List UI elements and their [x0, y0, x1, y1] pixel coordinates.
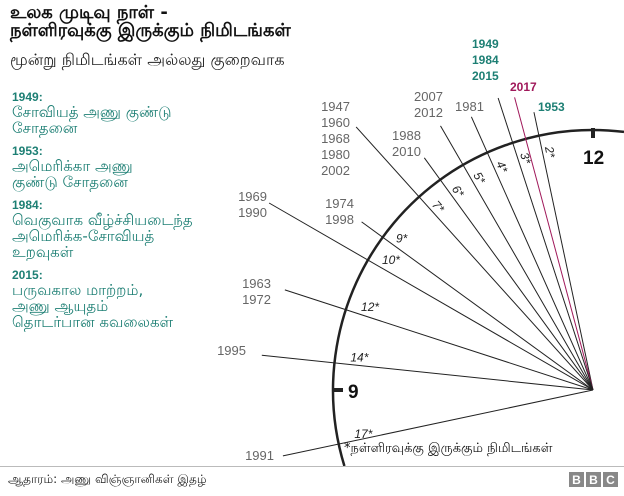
- year-label-1968: 1968: [321, 131, 350, 146]
- note-text: பருவகால மாற்றம், அணு ஆயுதம் தொடர்பான கவல…: [12, 281, 174, 331]
- year-label-1949: 1949: [472, 37, 499, 51]
- clock-line-7-min: [355, 126, 594, 391]
- clock-line-10-min: [268, 202, 594, 391]
- year-label-2002: 2002: [321, 163, 350, 178]
- minute-label: 12*: [361, 300, 379, 314]
- tick-12: [591, 128, 595, 138]
- minute-label: 2*: [542, 144, 558, 159]
- note-year: 1953:: [12, 144, 43, 158]
- year-label-2012: 2012: [414, 105, 443, 120]
- minute-label: 5*: [470, 169, 488, 186]
- minute-label: 7*: [429, 198, 447, 216]
- clock-line-5-min: [440, 125, 594, 391]
- subtitle: மூன்று நிமிடங்கள் அல்லது குறைவாக: [10, 50, 285, 69]
- year-label-1980: 1980: [321, 147, 350, 162]
- bbc-logo-c: C: [603, 472, 618, 487]
- year-label-2015: 2015: [472, 69, 499, 83]
- year-label-1988: 1988: [392, 128, 421, 143]
- year-label-1972: 1972: [242, 292, 271, 307]
- year-label-1953: 1953: [538, 100, 565, 114]
- clock-line-14-min: [261, 354, 594, 391]
- note-1949: 1949: சோவியத் அணு குண்டு சோதனை: [12, 90, 227, 136]
- year-label-1969: 1969: [238, 189, 267, 204]
- year-label-2017: 2017: [510, 80, 537, 94]
- clock-line-2-min: [533, 112, 594, 391]
- clock-line-3-min: [497, 97, 594, 391]
- note-1953: 1953: அமெரிக்கா அணு குண்டு சோதனை: [12, 144, 227, 190]
- year-label-1974: 1974: [325, 196, 354, 211]
- minute-label: 3*: [517, 151, 534, 166]
- doomsday-clock-diagram: 12 9 2*195320173*1949198420154*19815*200…: [217, 37, 624, 466]
- note-text: அமெரிக்கா அணு குண்டு சோதனை: [12, 157, 133, 191]
- year-label-1991: 1991: [245, 448, 274, 463]
- note-text: வெகுவாக வீழ்ச்சியடைந்த அமெரிக்க-சோவியத் …: [12, 211, 193, 261]
- year-label-1990: 1990: [238, 205, 267, 220]
- minute-label: 14*: [350, 350, 368, 364]
- year-label-1960: 1960: [321, 115, 350, 130]
- minute-label: 6*: [449, 183, 467, 201]
- bbc-logo-b1: B: [569, 472, 584, 487]
- minute-label: 17*: [354, 427, 372, 441]
- note-year: 2015:: [12, 268, 43, 282]
- year-label-1963: 1963: [242, 276, 271, 291]
- year-label-2010: 2010: [392, 144, 421, 159]
- title-line-1: உலக முடிவு நாள் -: [10, 2, 168, 23]
- note-year: 1984:: [12, 198, 43, 212]
- clock-line-12-min: [284, 289, 594, 391]
- bbc-logo: B B C: [569, 472, 618, 487]
- minute-label: 9*: [396, 231, 408, 245]
- note-year: 1949:: [12, 90, 43, 104]
- tick-9: [333, 388, 343, 392]
- clock-line-4-min: [470, 116, 594, 391]
- clock-line-2.5-min: [514, 97, 594, 391]
- year-label-1984: 1984: [472, 53, 499, 67]
- year-label-1998: 1998: [325, 212, 354, 227]
- clock-label-9: 9: [348, 382, 359, 403]
- year-label-1995: 1995: [217, 343, 246, 358]
- source-text: ஆதாரம்: அணு விஞ்ஞானிகள் இதழ்: [8, 472, 207, 486]
- note-text: சோவியத் அணு குண்டு சோதனை: [12, 103, 172, 137]
- footnote: *நள்ளிரவுக்கு இருக்கும் நிமிடங்கள்: [344, 441, 553, 456]
- year-label-2007: 2007: [414, 89, 443, 104]
- footer-divider: [0, 466, 624, 467]
- clock-line-6-min: [423, 157, 594, 391]
- event-notes: 1949: சோவியத் அணு குண்டு சோதனை 1953: அமெ…: [12, 90, 227, 338]
- year-label-1947: 1947: [321, 99, 350, 114]
- bbc-logo-b2: B: [586, 472, 601, 487]
- minute-label: 10*: [382, 253, 400, 267]
- page-title: உலக முடிவு நாள் - நள்ளிரவுக்கு இருக்கும்…: [10, 4, 291, 40]
- year-label-1981: 1981: [455, 99, 484, 114]
- title-line-2: நள்ளிரவுக்கு இருக்கும் நிமிடங்கள்: [10, 20, 291, 41]
- note-1984: 1984: வெகுவாக வீழ்ச்சியடைந்த அமெரிக்க-சோ…: [12, 198, 227, 260]
- clock-label-12: 12: [583, 148, 604, 169]
- note-2015: 2015: பருவகால மாற்றம், அணு ஆயுதம் தொடர்ப…: [12, 268, 227, 330]
- clock-line-17-min: [282, 389, 594, 457]
- clock-line-9-min: [361, 221, 594, 391]
